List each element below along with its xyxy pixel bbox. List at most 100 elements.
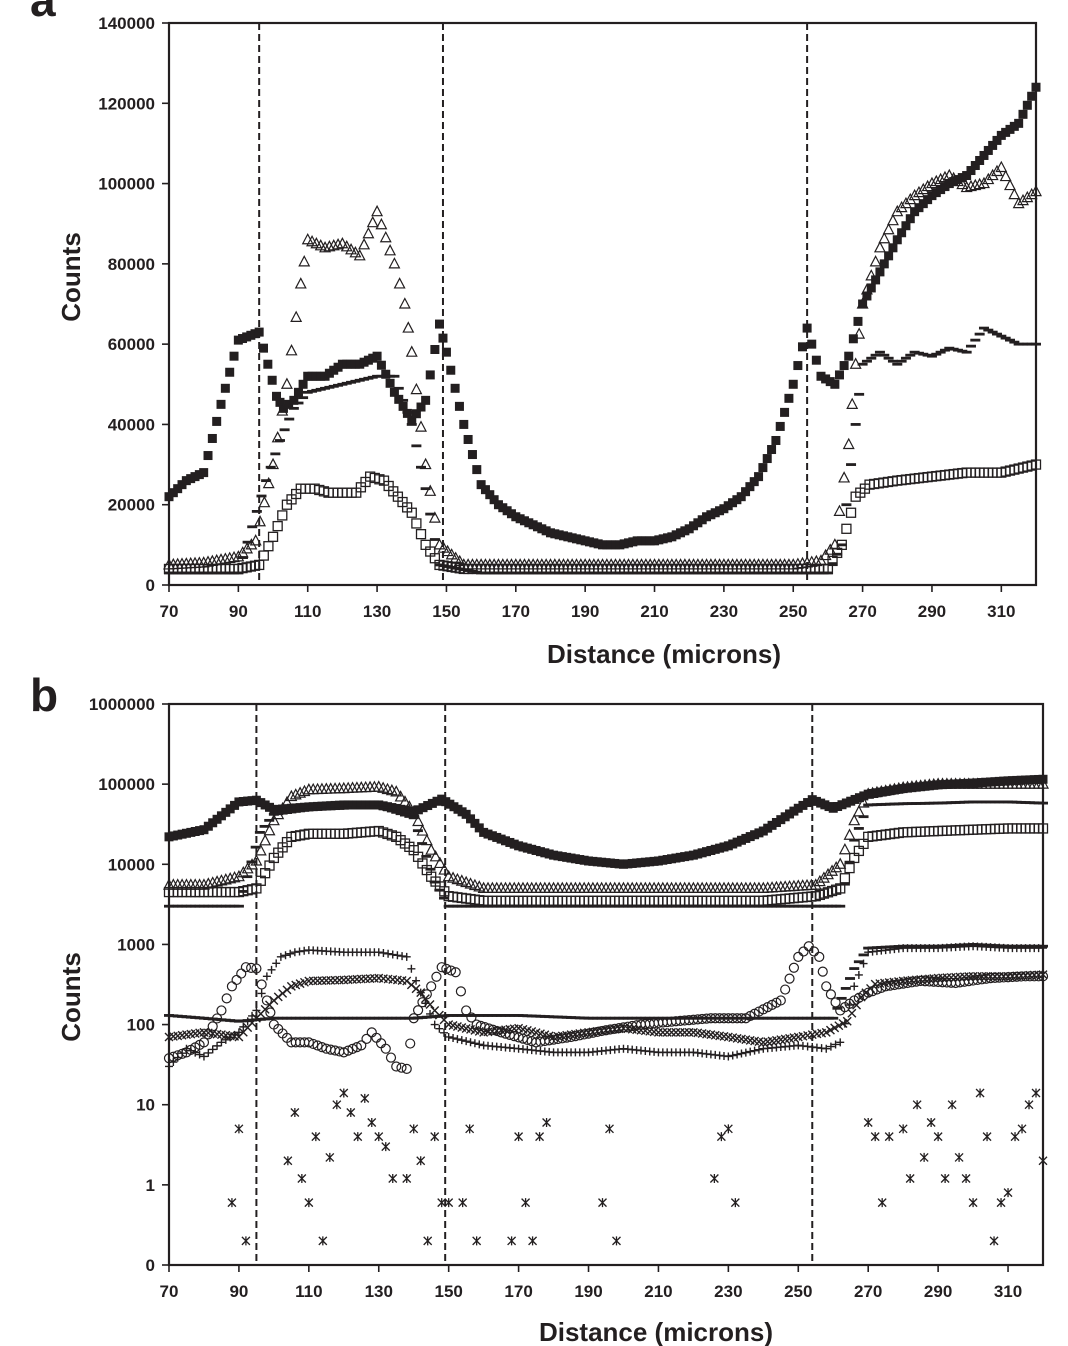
panel-a-y-tick-label: 140000 [98,14,155,33]
panel-b-point [285,789,298,802]
panel-b-point [379,948,388,957]
panel-b-point [671,1027,681,1037]
panel-a-point [249,534,262,546]
panel-b-point [221,1035,230,1044]
panel-b-point [822,1044,831,1053]
panel-a-point [223,551,236,564]
panel-b-point [385,1052,397,1063]
panel-b-x-tick-label: 310 [994,1282,1022,1301]
panel-b-point [356,1040,367,1051]
panel-a-point [284,399,294,409]
panel-b-point [226,981,238,992]
panel-b-point [433,856,446,869]
panel-a-point [1030,459,1042,470]
panel-a-plot-area: 70 90 110 130 150 170 190 210 230 250 270 290 310 0 20… [98,14,1042,621]
panel-b-point [330,975,340,985]
panel-b-point [289,788,302,800]
panel-a-point [1012,196,1025,209]
panel-b-point [208,1045,217,1054]
panel-a-point [996,334,1007,338]
panel-b-point [825,989,837,1000]
panel-a-point [899,196,912,209]
panel-b-point [850,982,859,991]
panel-a-point [974,332,985,336]
panel-a-point [956,177,969,190]
panel-a-point [293,401,304,405]
panel-a-point [780,407,790,417]
panel-b-point [439,896,450,900]
panel-b-point [831,1040,840,1049]
panel-a-point [411,409,421,419]
panel-a-point [970,338,981,342]
panel-b-point [858,815,869,819]
panel-b-point [165,1062,173,1071]
panel-b-point [840,1019,849,1028]
panel-b-point [968,1198,978,1208]
panel-b-point [507,1236,517,1246]
panel-a-point [379,230,392,243]
panel-b-point [870,785,883,798]
panel-b-point [405,1038,416,1049]
panel-b-point [252,1006,261,1015]
panel-b-point [425,843,438,855]
panel-b-point [390,785,403,797]
panel-b-point [264,818,275,822]
panel-b-point [813,874,826,887]
panel-b-point [213,1041,222,1050]
panel-b-point [365,974,375,984]
panel-a-point [485,490,495,500]
panel-a-point [904,192,917,205]
panel-a-point [280,377,293,389]
panel-a-point [951,174,964,187]
panel-a-point [934,172,947,185]
panel-b-point [427,798,437,808]
panel-b-y-tick-label: 1000 [117,935,155,954]
panel-b-point [317,976,327,986]
panel-b-point [388,1174,398,1184]
panel-b-point [294,786,307,798]
panel-b-point [236,968,247,979]
panel-b-plot-area: 70 90 110 130 150 170 190 210 230 250 270 290 310011… [89,695,1049,1301]
panel-b-point [940,1174,950,1184]
panel-b-point [845,1001,854,1010]
panel-a-point [853,316,863,326]
panel-b-point [598,1198,607,1208]
panel-b-point [836,1038,845,1047]
panel-a-point [459,419,469,429]
panel-b-point [425,1000,435,1010]
panel-b-point [853,827,864,830]
panel-b-point [435,1024,444,1033]
panel-a-point [939,348,950,352]
panel-b-point [449,1034,458,1043]
panel-b-point [750,1046,759,1055]
panel-b-point [267,965,276,974]
panel-a-point [454,401,464,411]
panel-b-point [870,1132,880,1142]
panel-b-point [834,857,847,869]
panel-b-point [234,1028,243,1037]
panel-b-point [246,962,257,973]
panel-a-point [961,350,972,354]
panel-a-point [1004,338,1015,342]
panel-a-point [284,417,295,421]
chart-panel-b: b 70 90 110 130 150 170 190 210 230 250 270 290 3100… [30,669,1049,1346]
panel-b-point [409,1124,419,1134]
panel-b-point [429,880,440,884]
panel-b-point [808,946,820,957]
panel-b-point [455,986,467,997]
panel-b-point [272,959,281,968]
panel-a-point [896,359,907,363]
panel-b-point [423,1236,433,1246]
panel-b-point [351,1042,363,1053]
panel-a-point [376,360,386,370]
panel-a-point [834,370,844,380]
panel-b-point [612,1236,621,1246]
panel-a-y-tick-label: 100000 [98,175,155,194]
panel-b-point [178,1049,187,1058]
panel-a-point [762,454,772,464]
panel-b-point [204,1048,213,1057]
panel-b-point [466,1038,475,1047]
panel-b-point [259,834,272,846]
panel-b-y-tick-label: 1 [146,1176,155,1195]
